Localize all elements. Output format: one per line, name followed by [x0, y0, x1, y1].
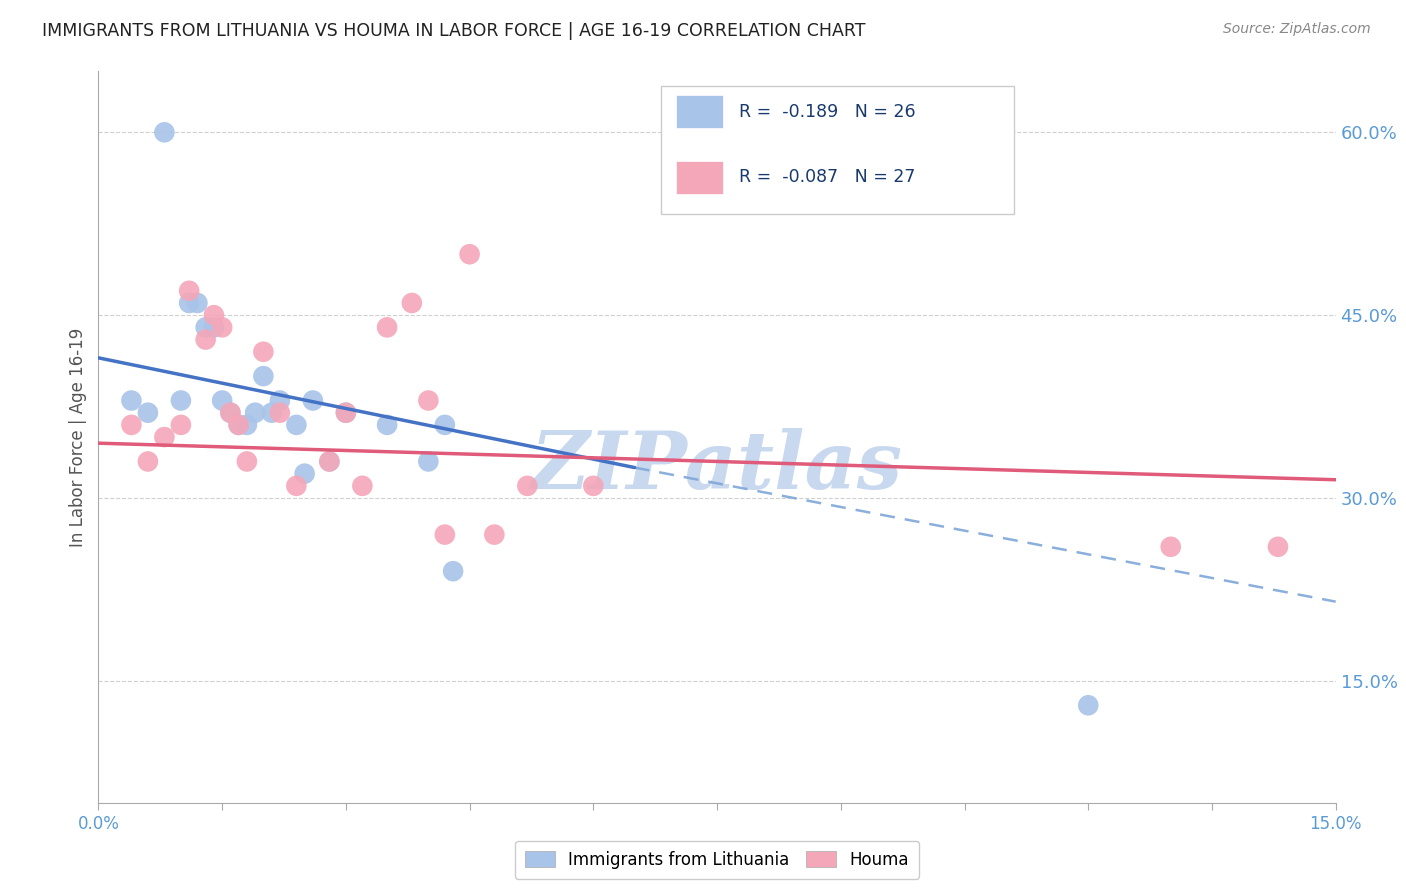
Point: [219, 406, 242, 420]
Text: IMMIGRANTS FROM LITHUANIA VS HOUMA IN LABOR FORCE | AGE 16-19 CORRELATION CHART: IMMIGRANTS FROM LITHUANIA VS HOUMA IN LA…: [42, 22, 866, 40]
Point: [170, 393, 193, 408]
Point: [375, 417, 398, 432]
Point: [335, 406, 357, 420]
Point: [294, 467, 316, 481]
Point: [418, 454, 440, 468]
Point: [236, 417, 259, 432]
Point: [228, 417, 250, 432]
Point: [375, 320, 398, 334]
Point: [318, 454, 340, 468]
Point: [136, 406, 159, 420]
Point: [219, 406, 242, 420]
Point: [516, 479, 538, 493]
Point: [120, 417, 142, 432]
Point: [211, 320, 233, 334]
Point: [401, 296, 423, 310]
Point: [136, 454, 159, 468]
Point: [302, 393, 325, 408]
Point: [194, 320, 217, 334]
Point: [458, 247, 481, 261]
Point: [243, 406, 266, 420]
Point: [484, 527, 506, 541]
FancyBboxPatch shape: [676, 95, 723, 128]
Point: [179, 296, 201, 310]
Point: [352, 479, 374, 493]
Point: [202, 308, 225, 322]
Point: [285, 479, 308, 493]
Point: [202, 320, 225, 334]
Text: ZIPatlas: ZIPatlas: [531, 427, 903, 505]
Point: [170, 417, 193, 432]
Point: [418, 393, 440, 408]
Point: [269, 406, 291, 420]
Point: [236, 454, 259, 468]
Point: [153, 125, 176, 139]
Point: [318, 454, 340, 468]
Text: R =  -0.189   N = 26: R = -0.189 N = 26: [740, 103, 915, 120]
FancyBboxPatch shape: [676, 161, 723, 194]
Point: [211, 393, 233, 408]
Point: [153, 430, 176, 444]
Point: [252, 344, 274, 359]
Point: [194, 333, 217, 347]
Point: [228, 417, 250, 432]
Point: [179, 284, 201, 298]
FancyBboxPatch shape: [661, 86, 1014, 214]
Point: [335, 406, 357, 420]
Text: Source: ZipAtlas.com: Source: ZipAtlas.com: [1223, 22, 1371, 37]
Point: [252, 369, 274, 384]
Text: R =  -0.087   N = 27: R = -0.087 N = 27: [740, 169, 915, 186]
Point: [269, 393, 291, 408]
Point: [1077, 698, 1099, 713]
Point: [120, 393, 142, 408]
Point: [285, 417, 308, 432]
Point: [1160, 540, 1182, 554]
Legend: Immigrants from Lithuania, Houma: Immigrants from Lithuania, Houma: [515, 840, 920, 879]
Point: [582, 479, 605, 493]
Point: [433, 417, 456, 432]
Point: [186, 296, 208, 310]
Y-axis label: In Labor Force | Age 16-19: In Labor Force | Age 16-19: [69, 327, 87, 547]
Point: [433, 527, 456, 541]
Point: [1267, 540, 1289, 554]
Point: [441, 564, 464, 578]
Point: [260, 406, 283, 420]
